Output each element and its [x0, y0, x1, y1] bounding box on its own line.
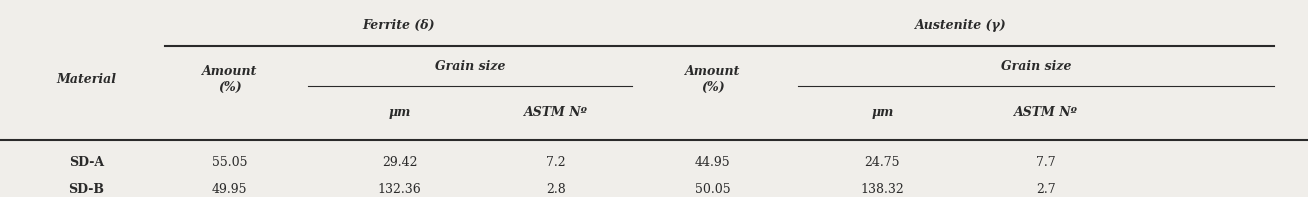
- Text: 7.2: 7.2: [547, 156, 566, 169]
- Text: 29.42: 29.42: [382, 156, 417, 169]
- Text: Amount
(%): Amount (%): [203, 65, 258, 94]
- Text: SD-A: SD-A: [68, 156, 103, 169]
- Text: Grain size: Grain size: [1001, 59, 1071, 72]
- Text: 55.05: 55.05: [212, 156, 247, 169]
- Text: Austenite (γ): Austenite (γ): [914, 19, 1007, 32]
- Text: 50.05: 50.05: [695, 183, 731, 196]
- Text: μm: μm: [388, 106, 411, 119]
- Text: 49.95: 49.95: [212, 183, 247, 196]
- Text: 44.95: 44.95: [695, 156, 731, 169]
- Text: Grain size: Grain size: [434, 59, 505, 72]
- Text: μm: μm: [871, 106, 893, 119]
- Text: 2.8: 2.8: [547, 183, 566, 196]
- Text: 2.7: 2.7: [1036, 183, 1056, 196]
- Text: Amount
(%): Amount (%): [685, 65, 740, 94]
- Text: ASTM Nº: ASTM Nº: [525, 106, 589, 119]
- Text: 24.75: 24.75: [865, 156, 900, 169]
- Text: Material: Material: [56, 73, 116, 86]
- Text: 138.32: 138.32: [861, 183, 904, 196]
- Text: Ferrite (δ): Ferrite (δ): [362, 19, 434, 32]
- Text: 132.36: 132.36: [378, 183, 421, 196]
- Text: SD-B: SD-B: [68, 183, 105, 196]
- Text: ASTM Nº: ASTM Nº: [1014, 106, 1078, 119]
- Text: 7.7: 7.7: [1036, 156, 1056, 169]
